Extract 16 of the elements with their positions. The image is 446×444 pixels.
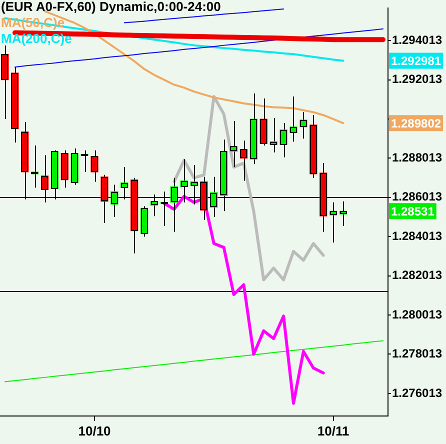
y-tick-label: 1.294013 bbox=[392, 32, 442, 47]
chart-title: (EUR A0-FX,60) Dynamic,0:00-24:00 bbox=[1, 0, 221, 14]
y-tick-label: 1.292013 bbox=[392, 72, 442, 86]
y-tick-label: 1.276013 bbox=[392, 386, 442, 400]
y-tick-label: 1.288013 bbox=[392, 150, 442, 164]
series-label: MA(200,C)e bbox=[1, 31, 72, 46]
text: 1.289802 bbox=[391, 116, 442, 130]
y-tick-label: 1.286013 bbox=[392, 190, 442, 204]
y-tick-label: 1.280013 bbox=[392, 307, 442, 322]
y-tick-label: 1.284013 bbox=[392, 228, 442, 243]
text: 1.28531 bbox=[391, 204, 435, 218]
text: 1.292981 bbox=[391, 54, 442, 68]
y-tick-label: 1.278013 bbox=[392, 346, 442, 361]
x-tick-label: 10/11 bbox=[317, 423, 350, 438]
y-tick-label: 1.282013 bbox=[392, 268, 442, 282]
x-tick-label: 10/10 bbox=[78, 423, 111, 438]
